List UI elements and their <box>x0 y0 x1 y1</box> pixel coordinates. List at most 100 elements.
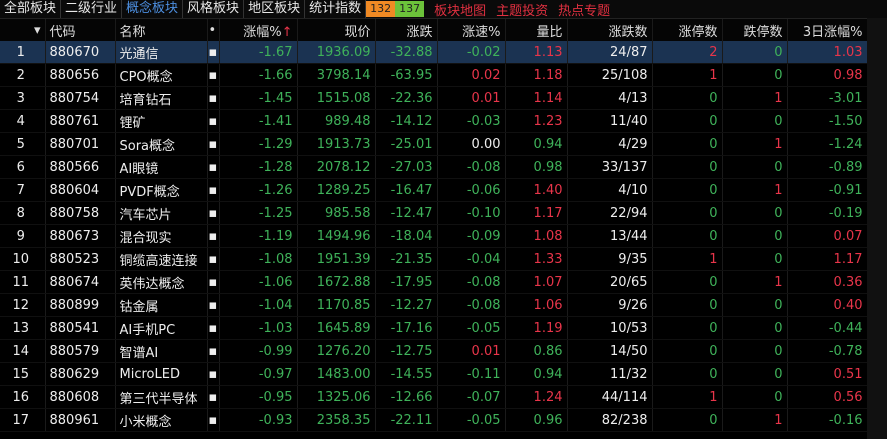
sort-menu-icon[interactable]: ▾ <box>0 19 46 41</box>
table-row[interactable]: 4 880761 锂矿 ▪ -1.41 989.48 -14.12 -0.03 1.23 11/4… <box>0 109 868 133</box>
up-down-count-cell: 11/40 <box>567 109 653 133</box>
row-index-cell: 10 <box>0 247 46 271</box>
price-cell: 1645.89 <box>297 316 376 340</box>
table-row[interactable]: 8 880758 汽车芯片 ▪ -1.25 985.58 -12.47 -0.10 1.17 22… <box>0 201 868 225</box>
sector-map-link[interactable]: 板块地图 <box>434 3 487 19</box>
up-down-count-cell: 4/13 <box>567 86 653 110</box>
theme-invest-link[interactable]: 主题投资 <box>496 3 549 19</box>
volume-ratio-cell: 1.13 <box>505 41 568 64</box>
table-row[interactable]: 15 880629 MicroLED ▪ -0.97 1483.00 -14.55 -0.11… <box>0 362 868 386</box>
col-change-pct-label: 涨幅% <box>243 24 282 40</box>
speed-cell: -0.08 <box>437 155 506 179</box>
dot-cell: ▪ <box>207 270 220 294</box>
price-cell: 989.48 <box>297 109 376 133</box>
col-change[interactable]: 涨跌 <box>375 19 438 41</box>
table-row[interactable]: 14 880579 智谱AI ▪ -0.99 1276.20 -12.75 0.01 0.86 1… <box>0 339 868 363</box>
dot-cell: ▪ <box>207 224 220 248</box>
limit-up-cell: 0 <box>652 132 723 156</box>
table-row[interactable]: 13 880541 AI手机PC ▪ -1.03 1645.89 -17.16 -0.05 1.… <box>0 316 868 340</box>
table-row[interactable]: 12 880899 钴金属 ▪ -1.04 1170.85 -12.27 -0.08 1.06 9… <box>0 293 868 317</box>
limit-down-cell: 0 <box>722 224 788 248</box>
speed-cell: -0.08 <box>437 293 506 317</box>
3day-change-cell: 0.51 <box>787 362 868 386</box>
price-cell: 1325.06 <box>297 385 376 409</box>
tab-stat-index[interactable]: 统计指数 <box>305 0 367 18</box>
table-row[interactable]: 16 880608 第三代半导体 ▪ -0.95 1325.06 -12.66 -0.07 1.… <box>0 385 868 409</box>
col-code[interactable]: 代码 <box>45 19 116 41</box>
change-cell: -14.55 <box>375 362 438 386</box>
up-down-count-cell: 4/10 <box>567 178 653 202</box>
speed-cell: 0.01 <box>437 339 506 363</box>
col-up-down-count[interactable]: 涨跌数 <box>567 19 653 41</box>
tab-style-sectors[interactable]: 风格板块 <box>183 0 245 18</box>
price-cell: 1913.73 <box>297 132 376 156</box>
table-row[interactable]: 5 880701 Sora概念 ▪ -1.29 1913.73 -25.01 0.00 0.94… <box>0 132 868 156</box>
scrollbar[interactable] <box>867 18 887 439</box>
table-row[interactable]: 6 880566 AI眼镜 ▪ -1.28 2078.12 -27.03 -0.08 0.98 3… <box>0 155 868 179</box>
table-row[interactable]: 1 880670 光通信 ▪ -1.67 1936.09 -32.88 -0.02 1.13 24… <box>0 41 868 64</box>
table-row[interactable]: 17 880961 小米概念 ▪ -0.93 2358.35 -22.11 -0.05 0.96… <box>0 408 868 432</box>
volume-ratio-cell: 1.23 <box>505 109 568 133</box>
name-cell: 汽车芯片 <box>115 201 208 225</box>
volume-ratio-cell: 1.17 <box>505 201 568 225</box>
row-index-cell: 2 <box>0 63 46 87</box>
col-speed[interactable]: 涨速% <box>437 19 506 41</box>
hot-topics-link[interactable]: 热点专题 <box>558 3 611 19</box>
tab-region-sectors[interactable]: 地区板块 <box>244 0 306 18</box>
name-cell: 锂矿 <box>115 109 208 133</box>
tab-concept-sectors[interactable]: 概念板块 <box>122 0 184 18</box>
row-index-cell: 1 <box>0 41 46 64</box>
price-cell: 1672.88 <box>297 270 376 294</box>
row-index-cell: 9 <box>0 224 46 248</box>
name-cell: 钴金属 <box>115 293 208 317</box>
change-cell: -22.36 <box>375 86 438 110</box>
col-change-pct[interactable]: 涨幅%↑ <box>219 19 298 41</box>
tab-all-sectors[interactable]: 全部板块 <box>0 0 62 18</box>
name-cell: PVDF概念 <box>115 178 208 202</box>
table-row[interactable]: 3 880754 培育钻石 ▪ -1.45 1515.08 -22.36 0.01 1.14 4/… <box>0 86 868 110</box>
up-count-badge: 132 <box>366 1 396 17</box>
volume-ratio-cell: 0.86 <box>505 339 568 363</box>
dot-cell: ▪ <box>207 63 220 87</box>
col-volume-ratio[interactable]: 量比 <box>505 19 568 41</box>
up-down-count-cell: 14/50 <box>567 339 653 363</box>
price-cell: 1515.08 <box>297 86 376 110</box>
col-name[interactable]: 名称 <box>115 19 208 41</box>
up-down-count-cell: 10/53 <box>567 316 653 340</box>
col-limit-down[interactable]: 跌停数 <box>722 19 788 41</box>
limit-down-cell: 1 <box>722 178 788 202</box>
volume-ratio-cell: 0.94 <box>505 132 568 156</box>
dot-cell: ▪ <box>207 362 220 386</box>
limit-up-cell: 0 <box>652 293 723 317</box>
dot-cell: ▪ <box>207 41 220 64</box>
code-cell: 880761 <box>45 109 116 133</box>
dot-cell: ▪ <box>207 247 220 271</box>
3day-change-cell: -0.19 <box>787 201 868 225</box>
col-price[interactable]: 现价 <box>297 19 376 41</box>
speed-cell: -0.07 <box>437 385 506 409</box>
3day-change-cell: 0.56 <box>787 385 868 409</box>
speed-cell: -0.09 <box>437 224 506 248</box>
change-pct-cell: -1.29 <box>219 132 298 156</box>
up-down-count-cell: 24/87 <box>567 41 653 64</box>
table-row[interactable]: 9 880673 混合现实 ▪ -1.19 1494.96 -18.04 -0.09 1.08 1… <box>0 224 868 248</box>
tab-secondary-industry[interactable]: 二级行业 <box>61 0 123 18</box>
name-cell: AI眼镜 <box>115 155 208 179</box>
3day-change-cell: 0.40 <box>787 293 868 317</box>
col-3day-change[interactable]: 3日涨幅% <box>787 19 868 41</box>
limit-down-cell: 1 <box>722 270 788 294</box>
table-row[interactable]: 11 880674 英伟达概念 ▪ -1.06 1672.88 -17.95 -0.08 1.0… <box>0 270 868 294</box>
change-cell: -12.66 <box>375 385 438 409</box>
speed-cell: 0.01 <box>437 86 506 110</box>
limit-down-cell: 0 <box>722 385 788 409</box>
col-limit-up[interactable]: 涨停数 <box>652 19 723 41</box>
dot-cell: ▪ <box>207 293 220 317</box>
table-row[interactable]: 10 880523 铜缆高速连接 ▪ -1.08 1951.39 -21.35 -0.04 1.… <box>0 247 868 271</box>
table-row[interactable]: 2 880656 CPO概念 ▪ -1.66 3798.14 -63.95 0.02 1.18 2… <box>0 63 868 87</box>
name-cell: 混合现实 <box>115 224 208 248</box>
table-row[interactable]: 7 880604 PVDF概念 ▪ -1.26 1289.25 -16.47 -0.06 1.4… <box>0 178 868 202</box>
volume-ratio-cell: 1.08 <box>505 224 568 248</box>
change-cell: -27.03 <box>375 155 438 179</box>
change-pct-cell: -1.66 <box>219 63 298 87</box>
limit-up-cell: 0 <box>652 270 723 294</box>
